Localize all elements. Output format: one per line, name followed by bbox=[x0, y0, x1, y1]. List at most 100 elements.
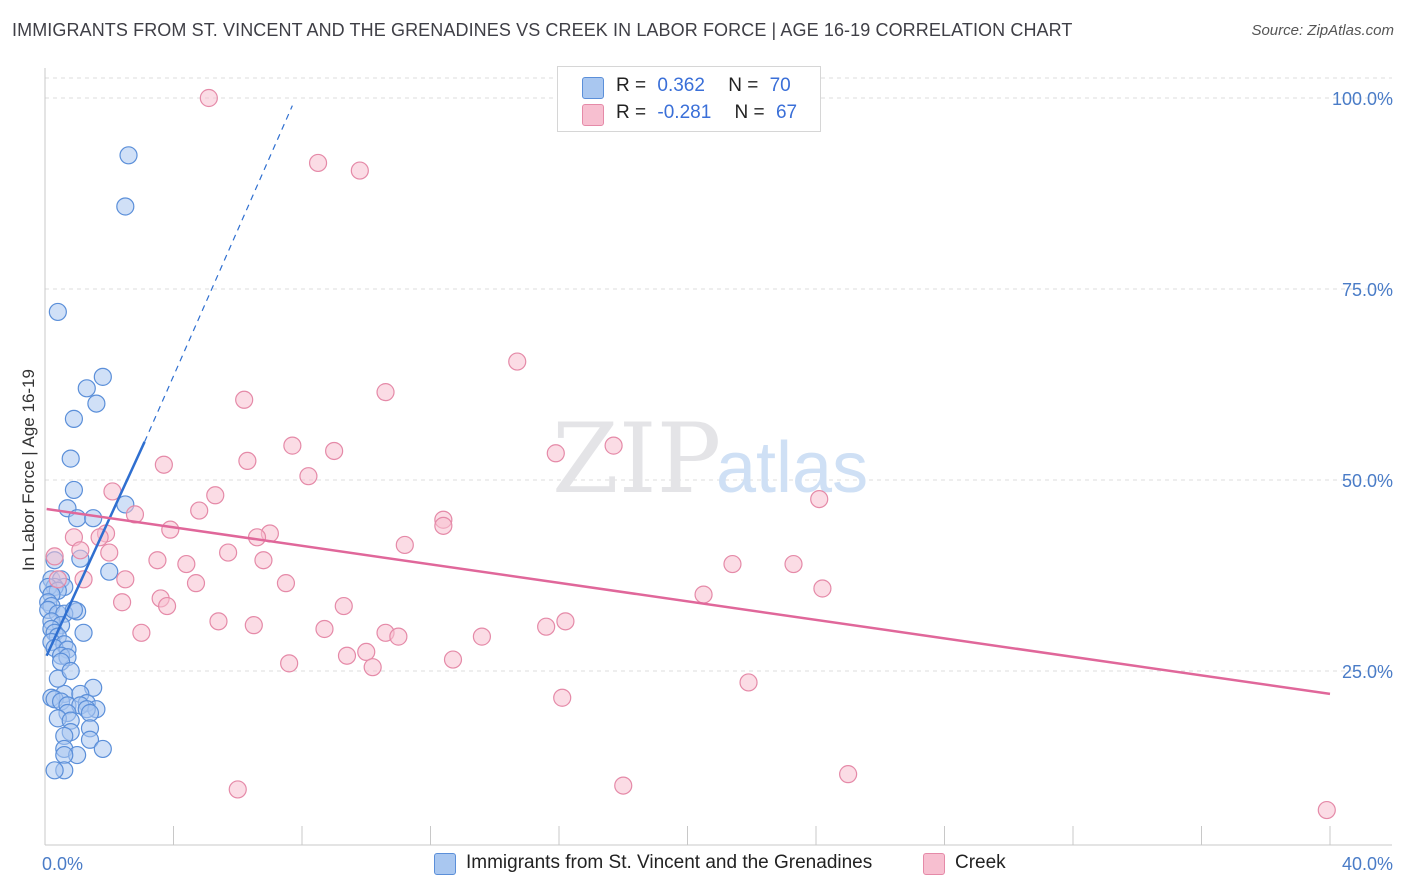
data-point-series-2 bbox=[199, 88, 218, 108]
data-point-series-1 bbox=[80, 703, 100, 723]
data-point-series-2 bbox=[228, 780, 247, 799]
data-point-series-2 bbox=[389, 627, 408, 646]
data-point-series-2 bbox=[100, 543, 119, 562]
data-point-series-2 bbox=[280, 654, 299, 673]
data-point-series-2 bbox=[45, 547, 64, 566]
legend-n-label: N = bbox=[728, 75, 759, 96]
data-point-series-2 bbox=[276, 574, 296, 593]
data-point-series-2 bbox=[739, 673, 758, 692]
tick-labels: 25.0% 50.0% 75.0% 100.0% 0.0% 40.0% bbox=[42, 89, 1393, 874]
data-point-series-1 bbox=[93, 367, 112, 386]
trend-line-series-2 bbox=[46, 507, 1331, 696]
y-axis-label: In Labor Force | Age 16-19 bbox=[19, 369, 38, 571]
data-point-series-2 bbox=[604, 436, 623, 455]
data-point-series-2 bbox=[177, 554, 196, 574]
data-point-series-1 bbox=[61, 449, 80, 468]
data-point-series-2 bbox=[337, 646, 357, 665]
legend-r-value: 0.362 bbox=[657, 75, 705, 96]
x-tick-label: 0.0% bbox=[42, 854, 83, 874]
data-point-series-2 bbox=[219, 543, 238, 562]
y-tick-label: 50.0% bbox=[1342, 471, 1393, 491]
data-point-series-2 bbox=[315, 619, 334, 639]
data-point-series-2 bbox=[537, 617, 556, 636]
legend-r-label: R = bbox=[616, 75, 647, 96]
legend-r-value: -0.281 bbox=[657, 102, 712, 123]
data-point-series-2 bbox=[209, 612, 228, 631]
data-point-series-1 bbox=[64, 409, 84, 428]
chart-title: IMMIGRANTS FROM ST. VINCENT AND THE GREN… bbox=[12, 20, 1073, 40]
data-point-series-2 bbox=[546, 444, 565, 463]
legend-swatch-series-1 bbox=[582, 77, 604, 99]
grid-lines bbox=[45, 77, 1392, 672]
data-point-series-1 bbox=[80, 730, 100, 749]
data-point-series-2 bbox=[112, 593, 132, 612]
data-point-series-1 bbox=[119, 146, 138, 165]
data-point-series-1 bbox=[93, 739, 112, 759]
data-point-series-1 bbox=[100, 562, 119, 581]
data-point-series-2 bbox=[244, 616, 263, 635]
data-point-series-1 bbox=[74, 623, 93, 642]
data-point-series-2 bbox=[308, 153, 328, 173]
bottom-legend-label-series-1: Immigrants from St. Vincent and the Gren… bbox=[466, 852, 873, 873]
data-point-series-2 bbox=[325, 441, 344, 461]
data-point-series-2 bbox=[283, 436, 302, 455]
data-point-series-2 bbox=[132, 623, 151, 642]
data-point-series-2 bbox=[154, 455, 173, 474]
data-point-series-2 bbox=[357, 642, 376, 662]
data-point-series-2 bbox=[161, 520, 180, 539]
data-points bbox=[39, 88, 1336, 820]
legend-swatch-series-2 bbox=[582, 104, 604, 126]
data-point-series-2 bbox=[363, 658, 382, 677]
trend-line-series-1 bbox=[45, 441, 146, 657]
data-point-series-1 bbox=[48, 302, 67, 322]
data-point-series-1 bbox=[55, 745, 74, 765]
legend-n-label: N = bbox=[734, 102, 765, 123]
data-point-series-2 bbox=[443, 650, 463, 669]
data-point-series-2 bbox=[784, 554, 803, 574]
data-point-series-2 bbox=[254, 551, 273, 570]
data-point-series-2 bbox=[148, 551, 167, 570]
data-point-series-2 bbox=[614, 776, 633, 795]
legend-n-value: 67 bbox=[775, 102, 798, 123]
axes bbox=[44, 68, 1392, 846]
chart-source: Source: ZipAtlas.com bbox=[1251, 22, 1394, 39]
data-point-series-2 bbox=[334, 596, 353, 616]
data-point-series-2 bbox=[472, 627, 491, 646]
bottom-legend-swatch-series-1 bbox=[434, 853, 456, 875]
data-point-series-2 bbox=[556, 612, 575, 631]
data-point-series-2 bbox=[723, 554, 742, 574]
data-point-series-2 bbox=[694, 585, 713, 604]
data-point-series-1 bbox=[77, 379, 96, 398]
data-point-series-2 bbox=[376, 383, 395, 402]
data-point-series-1 bbox=[64, 480, 84, 500]
data-point-series-2 bbox=[810, 490, 829, 509]
trend-lines bbox=[45, 105, 1331, 696]
data-point-series-2 bbox=[116, 570, 135, 589]
x-tick-label: 40.0% bbox=[1342, 854, 1393, 874]
data-point-series-1 bbox=[61, 661, 80, 681]
data-point-series-2 bbox=[434, 516, 453, 535]
data-point-series-1 bbox=[84, 509, 103, 528]
data-point-series-2 bbox=[1317, 800, 1336, 820]
data-point-series-2 bbox=[48, 570, 67, 589]
data-point-series-2 bbox=[190, 501, 209, 520]
data-point-series-2 bbox=[299, 467, 318, 486]
data-point-series-1 bbox=[45, 761, 64, 780]
legend-r-label: R = bbox=[616, 102, 647, 123]
trend-line-extension-series-1 bbox=[144, 105, 293, 443]
data-point-series-1 bbox=[116, 197, 135, 216]
legend-stats-series-1: R = 0.362 N = 70 bbox=[616, 75, 791, 97]
data-point-series-2 bbox=[508, 352, 527, 371]
data-point-series-2 bbox=[206, 486, 225, 505]
data-point-series-2 bbox=[186, 574, 206, 593]
legend-stats-series-2: R = -0.281 N = 67 bbox=[616, 102, 797, 124]
data-point-series-2 bbox=[839, 765, 858, 784]
legend-n-value: 70 bbox=[769, 75, 791, 96]
data-point-series-2 bbox=[157, 596, 177, 616]
y-tick-label: 100.0% bbox=[1332, 89, 1393, 109]
data-point-series-2 bbox=[71, 541, 90, 560]
data-point-series-2 bbox=[350, 161, 369, 180]
watermark-zip: ZIP bbox=[552, 403, 721, 515]
data-point-series-2 bbox=[395, 535, 414, 555]
